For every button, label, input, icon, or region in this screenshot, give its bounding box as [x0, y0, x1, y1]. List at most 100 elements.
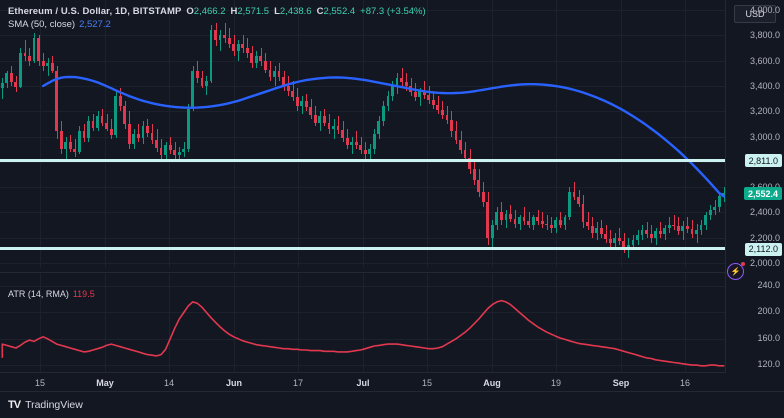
candle-body: [259, 55, 263, 61]
candle-body: [205, 80, 208, 86]
candle-body: [599, 227, 603, 234]
candle-body: [50, 63, 54, 71]
grid-line-vertical: [40, 273, 41, 373]
candle-body: [132, 134, 136, 145]
candle-body: [686, 226, 689, 229]
candle-body: [19, 53, 22, 88]
high-value: 2,571.5: [237, 6, 270, 17]
grid-line-vertical: [363, 273, 364, 373]
candle-body: [486, 202, 490, 238]
resistance-price-badge[interactable]: 2,811.0: [744, 154, 782, 168]
price-pane[interactable]: [0, 0, 726, 268]
candle-body: [345, 137, 349, 146]
resistance-line[interactable]: [0, 158, 726, 162]
high-key: H: [230, 6, 238, 17]
chart-legend[interactable]: Ethereum / U.S. Dollar, 1D, BITSTAMP O2,4…: [8, 5, 426, 31]
candle-wick: [2, 78, 3, 99]
candle-body: [695, 230, 698, 234]
candle-body: [264, 60, 267, 70]
grid-line-vertical: [234, 273, 235, 373]
candle-body: [436, 104, 440, 110]
price-tick-label: 3,800.0: [749, 30, 780, 41]
price-tick-label: 4,000.0: [749, 5, 780, 16]
candle-body: [68, 141, 72, 150]
support-price-badge[interactable]: 2,112.0: [744, 242, 782, 256]
candle-body: [640, 230, 644, 236]
candle-body: [586, 222, 589, 227]
candle-body: [459, 140, 462, 151]
candle-wick: [220, 30, 221, 51]
candle-body: [77, 131, 81, 152]
candle-body: [168, 145, 172, 151]
tradingview-logo[interactable]: TV TradingView: [8, 399, 83, 411]
currency-button[interactable]: USD: [734, 5, 776, 23]
time-tick-label[interactable]: Aug: [483, 378, 501, 388]
grid-line-horizontal: [0, 238, 726, 239]
time-scale[interactable]: 15 May 14 Jun 17 Jul 15 Aug 19 Sep 16: [0, 372, 726, 393]
candle-body: [404, 82, 408, 86]
last-price-badge[interactable]: 2,552.4: [743, 187, 782, 201]
time-tick-label[interactable]: Jun: [225, 378, 243, 388]
time-tick-label[interactable]: 19: [550, 378, 562, 388]
time-tick-label[interactable]: 15: [34, 378, 46, 388]
candle-body: [146, 126, 149, 133]
grid-line-vertical: [685, 273, 686, 373]
candle-body: [536, 217, 540, 222]
candle-body: [241, 44, 245, 49]
price-scale[interactable]: USD 4,000.0 3,800.0 3,600.0 3,400.0 3,200.0 3…: [725, 0, 784, 372]
candle-wick: [669, 217, 670, 233]
candle-body: [191, 70, 195, 109]
candle-body: [336, 126, 340, 131]
sma-indicator-name: SMA (50, close): [8, 19, 76, 30]
candle-body: [395, 78, 399, 86]
candle-body: [28, 55, 31, 61]
candle-body: [164, 145, 168, 156]
time-tick-label[interactable]: Jul: [356, 378, 370, 388]
flash-icon[interactable]: ⚡: [727, 263, 744, 280]
candle-body: [445, 115, 449, 121]
candle-body: [590, 226, 594, 233]
atr-legend[interactable]: ATR (14, RMA) 119.5: [8, 289, 95, 299]
candle-body: [109, 128, 113, 136]
candle-body: [291, 91, 295, 98]
symbol-title[interactable]: Ethereum / U.S. Dollar, 1D, BITSTAMP: [8, 6, 182, 17]
grid-line-horizontal: [0, 212, 726, 213]
price-change: +87.3 (+3.54%): [360, 6, 426, 17]
candle-body: [463, 150, 467, 158]
time-tick-label[interactable]: May: [96, 378, 114, 388]
candle-body: [23, 53, 27, 56]
atr-pane[interactable]: ATR (14, RMA) 119.5: [0, 272, 726, 373]
price-tick-label: 3,400.0: [749, 80, 780, 91]
candle-body: [518, 217, 521, 224]
candle-body: [195, 70, 199, 79]
open-key: O: [186, 6, 194, 17]
candle-body: [173, 150, 177, 156]
candle-body: [304, 101, 308, 108]
grid-line-vertical: [298, 0, 299, 268]
legend-sma-row[interactable]: SMA (50, close) 2,527.2: [8, 18, 426, 31]
atr-tick-label: 240.0: [757, 280, 780, 291]
atr-indicator-value: 119.5: [72, 289, 95, 299]
time-tick-label[interactable]: 16: [679, 378, 691, 388]
candle-body: [209, 30, 213, 81]
candle-wick: [678, 217, 679, 236]
candle-wick: [75, 139, 76, 157]
time-tick-label[interactable]: Sep: [612, 378, 630, 388]
candle-body: [427, 94, 431, 100]
candle-wick: [352, 136, 353, 155]
time-tick-label[interactable]: 14: [163, 378, 175, 388]
candle-body: [250, 53, 254, 64]
candle-body: [699, 225, 703, 231]
candle-body: [64, 141, 68, 150]
time-tick-label[interactable]: 15: [421, 378, 433, 388]
candle-body: [155, 140, 158, 148]
support-line[interactable]: [0, 247, 726, 251]
candle-body: [341, 130, 344, 138]
grid-line-vertical: [427, 0, 428, 268]
candle-body: [323, 116, 326, 123]
time-tick-label[interactable]: 17: [292, 378, 304, 388]
candle-wick: [138, 123, 139, 142]
candle-body: [136, 134, 140, 138]
candle-wick: [402, 68, 403, 86]
